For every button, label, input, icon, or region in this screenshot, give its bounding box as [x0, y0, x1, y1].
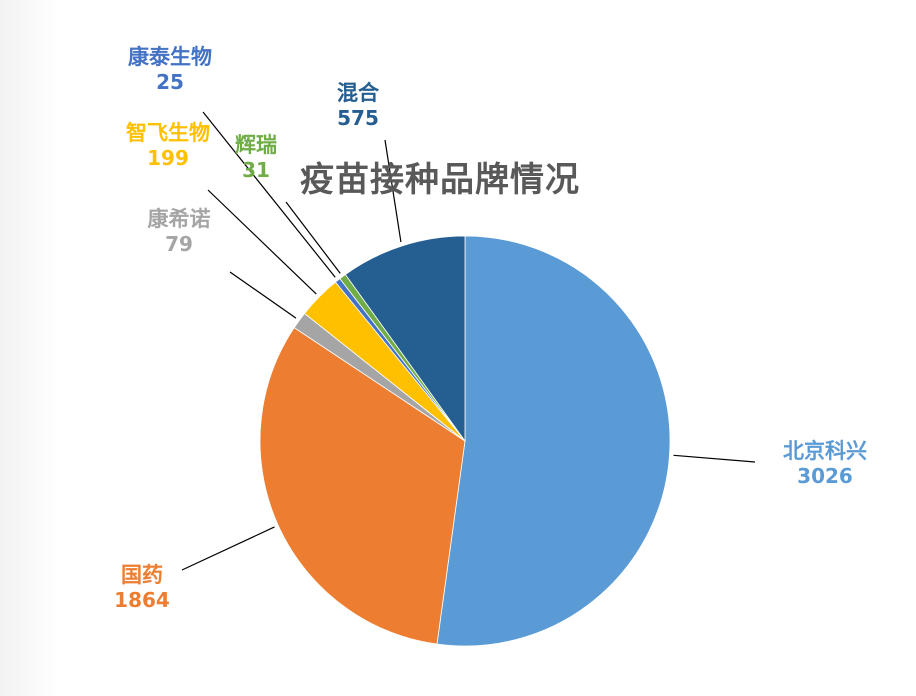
data-label-name: 康希诺 [147, 207, 211, 231]
data-label-value: 575 [337, 106, 379, 131]
data-label-value: 25 [156, 70, 184, 95]
pie-slice [259, 327, 466, 645]
chart-title: 疫苗接种品牌情况 [300, 160, 580, 200]
data-label-kangtai: 康泰生物 25 [118, 44, 222, 95]
data-label-value: 1864 [114, 588, 170, 613]
data-label-name: 北京科兴 [783, 439, 867, 463]
leader-line [207, 189, 317, 295]
leader-line [285, 201, 341, 274]
data-label-mixed: 混合 575 [330, 80, 386, 131]
data-label-name: 混合 [337, 81, 379, 105]
data-label-beijing-kexing: 北京科兴 3026 [770, 438, 880, 489]
data-label-zhifei: 智飞生物 199 [118, 120, 218, 171]
data-label-guoyao: 国药 1864 [112, 562, 172, 613]
leader-line [229, 271, 297, 319]
leader-line [673, 454, 756, 463]
leader-line [384, 139, 402, 243]
pie-slices [259, 235, 671, 647]
data-label-name: 国药 [121, 563, 163, 587]
data-label-value: 31 [242, 158, 270, 183]
data-label-pfizer: 辉瑞 31 [228, 132, 284, 183]
data-label-value: 199 [147, 146, 189, 171]
data-label-value: 3026 [797, 464, 853, 489]
leader-lines [181, 111, 756, 571]
pie-slice [436, 235, 671, 647]
data-label-name: 辉瑞 [235, 133, 277, 157]
data-label-kangxinuo: 康希诺 79 [138, 206, 220, 257]
data-label-name: 康泰生物 [128, 45, 212, 69]
data-label-value: 79 [165, 232, 193, 257]
data-label-name: 智飞生物 [126, 121, 210, 145]
pie-slice [344, 235, 466, 443]
leader-line [202, 111, 336, 278]
leader-line [181, 526, 275, 571]
